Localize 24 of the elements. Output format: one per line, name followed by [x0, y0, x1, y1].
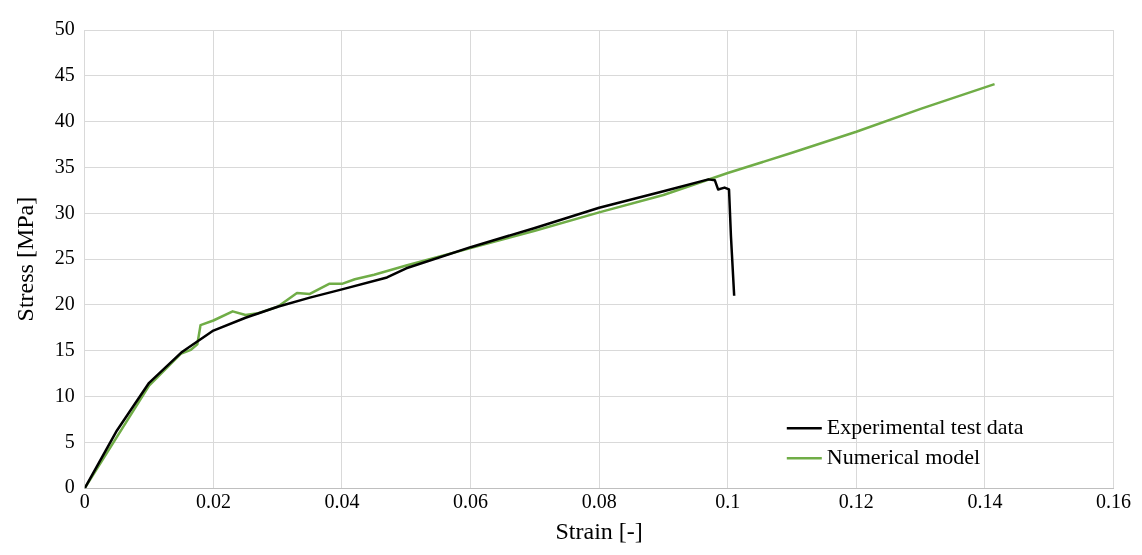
y-tick-label: 10 [54, 383, 75, 406]
y-tick-label: 25 [54, 246, 75, 269]
legend-label: Experimental test data [826, 413, 1024, 439]
y-tick-label: 15 [54, 337, 75, 360]
x-tick-label: 0.04 [324, 490, 360, 513]
legend-label: Numerical model [826, 443, 981, 469]
x-tick-label: 0.02 [195, 490, 231, 513]
x-tick-label: 0.1 [715, 490, 741, 513]
x-axis-title: Strain [-] [555, 517, 643, 544]
x-tick-label: 0.16 [1096, 490, 1131, 513]
y-tick-label: 20 [54, 292, 75, 315]
x-tick-label: 0.06 [453, 490, 489, 513]
y-tick-label: 0 [64, 475, 75, 498]
x-tick-label: 0.12 [838, 490, 874, 513]
y-tick-label: 35 [54, 154, 75, 177]
y-axis-title: Stress [MPa] [11, 196, 38, 322]
y-tick-label: 50 [54, 17, 75, 40]
y-tick-label: 5 [64, 429, 75, 452]
x-tick-label: 0.14 [967, 490, 1003, 513]
y-tick-label: 30 [54, 200, 75, 223]
y-tick-label: 40 [54, 108, 75, 131]
y-tick-label: 45 [54, 63, 75, 86]
x-tick-label: 0.08 [581, 490, 617, 513]
x-tick-label: 0 [79, 490, 90, 513]
